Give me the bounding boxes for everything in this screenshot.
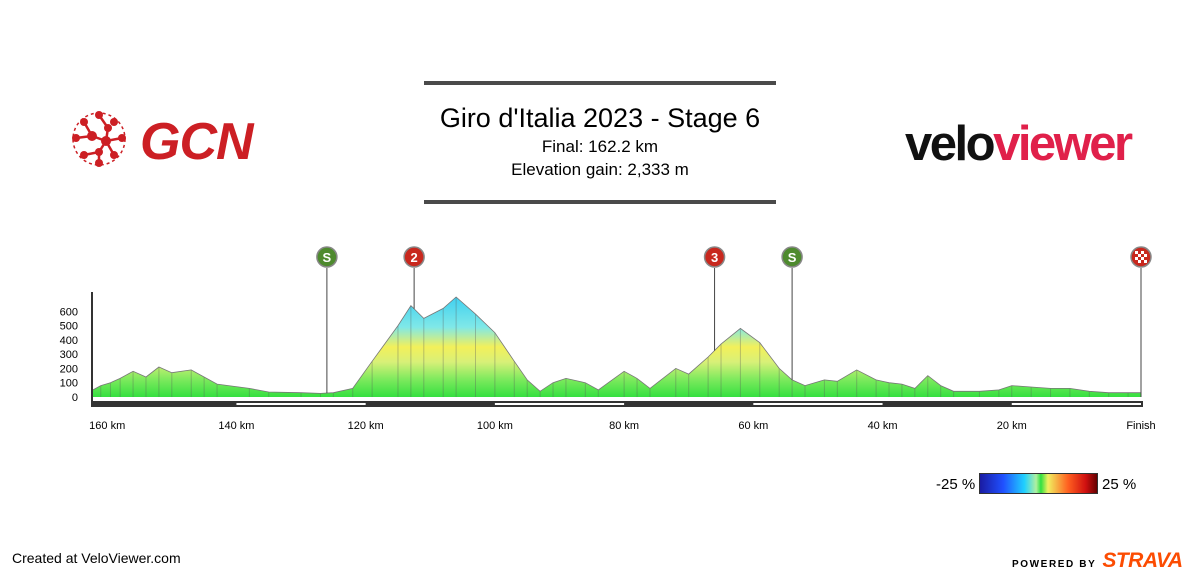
- distance-bar-segment: [753, 403, 883, 405]
- climb-marker-icon: [703, 246, 726, 268]
- y-tick-label: 100: [60, 378, 78, 390]
- x-tick-label: 120 km: [348, 420, 384, 432]
- gcn-globe-icon: [72, 111, 126, 167]
- marker-symbol: S: [323, 250, 332, 265]
- title-top-rule: [424, 81, 776, 85]
- strava-logo: STRAVA: [1102, 549, 1183, 572]
- checkered-flag-cell: [1144, 260, 1147, 263]
- final-distance: Final: 162.2 km: [541, 137, 659, 156]
- marker-symbol: 3: [711, 250, 718, 265]
- x-tick-label: 140 km: [218, 420, 254, 432]
- x-tick-label: 160 km: [89, 420, 125, 432]
- sprint-marker-icon: [781, 246, 803, 268]
- veloviewer-logo-viewer: viewer: [993, 117, 1133, 171]
- elevation-area: [93, 297, 1141, 397]
- elevation-profile-chart: 0 100 200 300 400 500 600 160 km 140 km 120 km 100…: [60, 246, 1156, 432]
- distance-bar-segment: [236, 403, 366, 405]
- y-tick-label: 400: [60, 335, 78, 347]
- veloviewer-logo-velo: velo: [905, 117, 996, 171]
- marker-symbol: S: [788, 250, 797, 265]
- gradient-color-scale: [979, 473, 1098, 494]
- checkered-flag-cell: [1138, 254, 1141, 257]
- checkered-flag-cell: [1138, 260, 1141, 263]
- gcn-logo-text: GCN: [140, 113, 254, 171]
- powered-by-strava: POWERED BY STRAVA: [1012, 549, 1183, 573]
- y-tick-label: 500: [60, 321, 78, 333]
- x-tick-label: 100 km: [477, 420, 513, 432]
- x-tick-label: 80 km: [609, 420, 639, 432]
- distance-bar-segment: [494, 403, 625, 405]
- y-tick-label: 0: [72, 392, 78, 404]
- elevation-gain: Elevation gain: 2,333 m: [511, 160, 689, 179]
- checkered-flag-cell: [1141, 257, 1144, 260]
- stage-title: Giro d'Italia 2023 - Stage 6: [439, 103, 761, 133]
- x-tick-label: 20 km: [997, 420, 1027, 432]
- y-tick-label: 600: [60, 306, 78, 318]
- checkered-flag-cell: [1144, 254, 1147, 257]
- checkered-flag-cell: [1135, 251, 1138, 254]
- x-tick-label: 40 km: [868, 420, 898, 432]
- title-bottom-rule: [424, 200, 776, 204]
- checkered-flag-cell: [1141, 251, 1144, 254]
- veloviewer-logo: veloviewer: [905, 116, 1133, 172]
- y-tick-label: 300: [60, 349, 78, 361]
- created-at-label: Created at VeloViewer.com: [12, 550, 181, 566]
- climb-marker-icon: [403, 246, 425, 268]
- x-tick-label: Finish: [1126, 420, 1155, 432]
- y-tick-label: 200: [60, 363, 78, 375]
- checkered-flag-cell: [1135, 257, 1138, 260]
- scale-min-label: -25 %: [936, 476, 976, 493]
- powered-by-label: POWERED BY: [1012, 559, 1097, 570]
- scale-max-label: 25 %: [1102, 476, 1137, 493]
- x-tick-label: 60 km: [738, 420, 768, 432]
- sprint-marker-icon: [316, 246, 338, 268]
- distance-bar-segment: [1011, 403, 1141, 405]
- title-block: Giro d'Italia 2023 - Stage 6 Final: 162.…: [424, 81, 776, 204]
- elevation-line: [92, 296, 1141, 394]
- marker-symbol: 2: [411, 250, 418, 265]
